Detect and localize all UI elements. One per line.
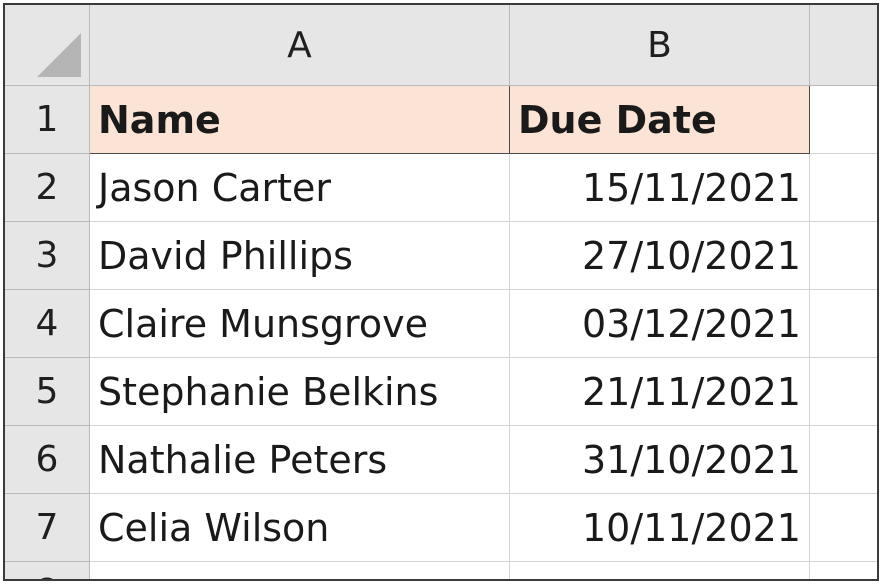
cell-a3[interactable]: David Phillips <box>90 222 510 290</box>
cell-a4[interactable]: Claire Munsgrove <box>90 290 510 358</box>
row-header-3[interactable]: 3 <box>5 222 90 290</box>
cell-b7[interactable]: 10/11/2021 <box>510 494 810 562</box>
spreadsheet-frame: A B 1 2 3 4 5 6 7 8 Name Due Date Jason … <box>3 3 879 581</box>
row-header-8[interactable]: 8 <box>5 562 90 579</box>
cell-c7[interactable] <box>810 494 877 562</box>
cell-c6[interactable] <box>810 426 877 494</box>
cell-b2[interactable]: 15/11/2021 <box>510 154 810 222</box>
column-header-c[interactable] <box>810 5 877 86</box>
cell-c2[interactable] <box>810 154 877 222</box>
row-header-1[interactable]: 1 <box>5 86 90 154</box>
cell-c3[interactable] <box>810 222 877 290</box>
spreadsheet-grid: A B 1 2 3 4 5 6 7 8 Name Due Date Jason … <box>5 5 877 579</box>
select-all-corner[interactable] <box>5 5 90 86</box>
cell-c4[interactable] <box>810 290 877 358</box>
cell-c1[interactable] <box>810 86 877 154</box>
cell-c8[interactable] <box>810 562 877 579</box>
row-header-6[interactable]: 6 <box>5 426 90 494</box>
row-header-5[interactable]: 5 <box>5 358 90 426</box>
cell-b8[interactable] <box>510 562 810 579</box>
cell-c5[interactable] <box>810 358 877 426</box>
cell-b3[interactable]: 27/10/2021 <box>510 222 810 290</box>
row-header-4[interactable]: 4 <box>5 290 90 358</box>
cell-a6[interactable]: Nathalie Peters <box>90 426 510 494</box>
cell-a5[interactable]: Stephanie Belkins <box>90 358 510 426</box>
cell-a2[interactable]: Jason Carter <box>90 154 510 222</box>
cell-b4[interactable]: 03/12/2021 <box>510 290 810 358</box>
select-all-triangle-icon <box>37 33 81 77</box>
cell-a7[interactable]: Celia Wilson <box>90 494 510 562</box>
column-header-a[interactable]: A <box>90 5 510 86</box>
row-header-2[interactable]: 2 <box>5 154 90 222</box>
cell-b5[interactable]: 21/11/2021 <box>510 358 810 426</box>
cell-b6[interactable]: 31/10/2021 <box>510 426 810 494</box>
cell-a1[interactable]: Name <box>90 86 510 154</box>
row-header-7[interactable]: 7 <box>5 494 90 562</box>
cell-b1[interactable]: Due Date <box>510 86 810 154</box>
column-header-b[interactable]: B <box>510 5 810 86</box>
cell-a8[interactable] <box>90 562 510 579</box>
